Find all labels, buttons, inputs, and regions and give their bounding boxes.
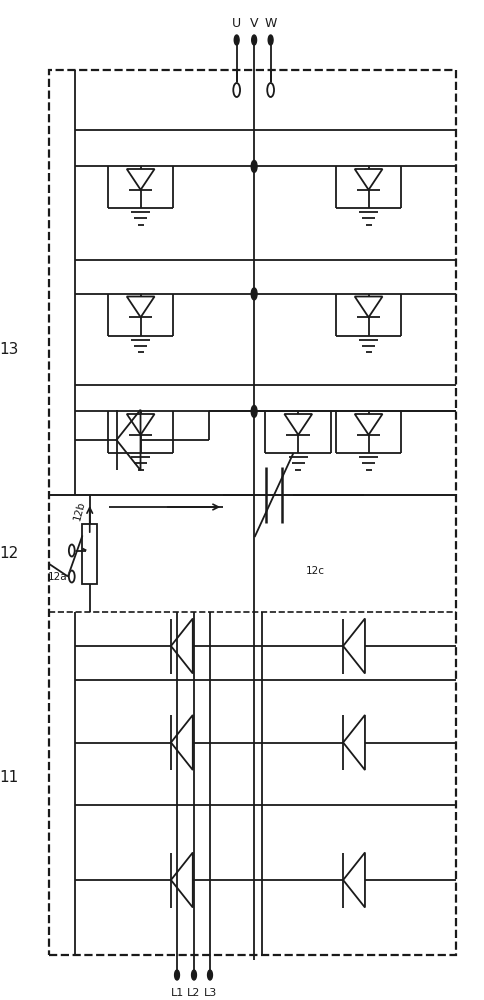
Circle shape <box>251 405 257 417</box>
Text: 11: 11 <box>0 770 18 786</box>
Circle shape <box>233 83 240 97</box>
Text: U: U <box>232 17 241 30</box>
Text: 13: 13 <box>0 342 18 358</box>
Circle shape <box>267 83 273 97</box>
Text: 12: 12 <box>0 546 18 560</box>
Circle shape <box>251 35 256 45</box>
Text: 12b: 12b <box>72 500 87 522</box>
Text: L2: L2 <box>187 988 200 998</box>
Circle shape <box>234 35 239 45</box>
Circle shape <box>251 160 257 172</box>
Circle shape <box>174 970 179 980</box>
Text: L1: L1 <box>170 988 183 998</box>
Circle shape <box>69 544 75 556</box>
Circle shape <box>207 970 212 980</box>
Text: L3: L3 <box>203 988 216 998</box>
Circle shape <box>191 970 196 980</box>
Text: V: V <box>249 17 258 30</box>
Text: 12a: 12a <box>47 572 67 582</box>
Circle shape <box>251 288 257 300</box>
Bar <box>82 524 97 584</box>
Text: 12c: 12c <box>305 566 324 576</box>
Circle shape <box>268 35 272 45</box>
Circle shape <box>69 570 75 582</box>
Text: W: W <box>264 17 276 30</box>
